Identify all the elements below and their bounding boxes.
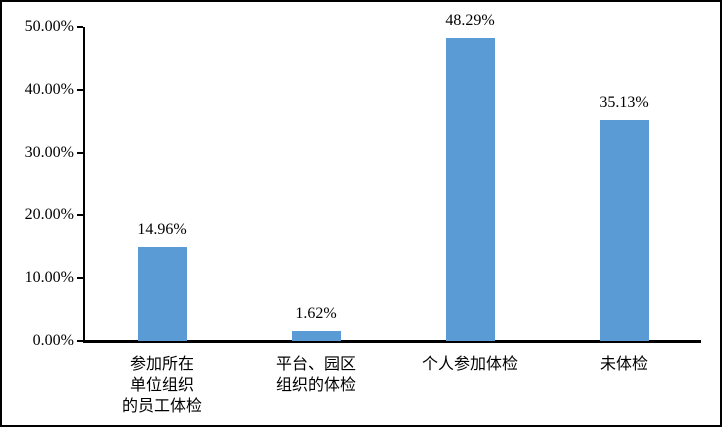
y-axis-tick-label: 20.00% — [24, 206, 74, 224]
y-axis-tick-label: 40.00% — [24, 80, 74, 98]
bar-value-label: 14.96% — [137, 221, 187, 239]
y-axis-tick-label: 30.00% — [24, 143, 74, 161]
bar-value-label: 48.29% — [445, 11, 495, 29]
bar — [599, 120, 649, 341]
y-axis-tick-label: 10.00% — [24, 269, 74, 287]
y-axis-tick — [77, 151, 83, 154]
y-axis-tick-label: 50.00% — [24, 18, 74, 35]
y-axis-tick — [77, 277, 83, 280]
category-label: 个人参加体检 — [421, 356, 518, 373]
y-axis-tick-label: 0.00% — [32, 332, 74, 349]
bar-value-label: 35.13% — [599, 94, 649, 112]
category-label: 未体检 — [599, 356, 648, 373]
y-axis-tick — [77, 88, 83, 91]
y-axis-line — [83, 27, 85, 343]
y-axis-tick — [77, 340, 83, 342]
y-axis-tick — [77, 214, 83, 217]
bar — [137, 247, 187, 341]
bar-value-label: 1.62% — [295, 304, 337, 322]
bar — [445, 37, 495, 341]
category-label: 参加所在 单位组织 的员工体检 — [121, 356, 202, 415]
y-axis-tick — [77, 26, 83, 28]
x-axis-line — [83, 340, 701, 343]
category-label: 平台、园区 组织的体检 — [275, 356, 356, 394]
bar — [291, 330, 341, 341]
